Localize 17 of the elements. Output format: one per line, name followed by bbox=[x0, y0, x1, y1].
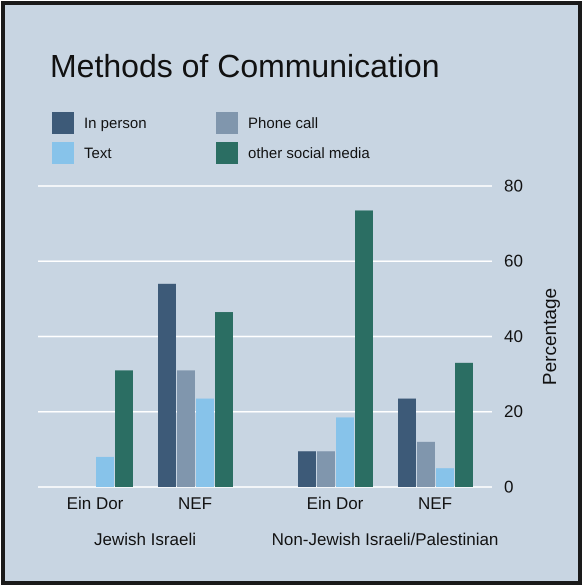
y-tick-label: 20 bbox=[504, 402, 523, 422]
x-tick-label: Ein Dor bbox=[66, 494, 124, 513]
text: Non-Jewish Israeli/Palestinian bbox=[272, 530, 498, 549]
x-tick-label: Ein Dor bbox=[306, 494, 364, 513]
y-tick-label: 60 bbox=[504, 252, 523, 271]
y-tick-label: 80 bbox=[504, 176, 523, 196]
x-tick-label: NEF bbox=[178, 494, 212, 513]
legend-label: Phone call bbox=[248, 115, 318, 132]
y-tick-label: 0 bbox=[504, 477, 514, 496]
legend-label: In person bbox=[84, 115, 147, 132]
legend-label: other social media bbox=[248, 145, 370, 162]
x-tick-label: NEF bbox=[418, 494, 452, 513]
text: Jewish Israeli bbox=[94, 530, 196, 549]
y-axis-title: Percentage bbox=[540, 288, 561, 386]
chart-title: Methods of Communication bbox=[50, 48, 440, 84]
y-tick-label: 40 bbox=[504, 326, 523, 346]
legend-label: Text bbox=[84, 145, 112, 162]
